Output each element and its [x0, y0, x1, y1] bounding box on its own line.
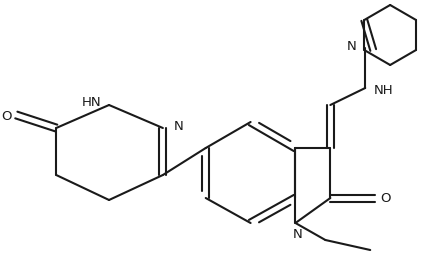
- Text: N: N: [293, 229, 302, 241]
- Text: HN: HN: [81, 96, 101, 109]
- Text: N: N: [174, 119, 183, 133]
- Text: O: O: [1, 110, 11, 124]
- Text: O: O: [380, 191, 390, 205]
- Text: N: N: [346, 39, 356, 52]
- Text: NH: NH: [374, 84, 393, 96]
